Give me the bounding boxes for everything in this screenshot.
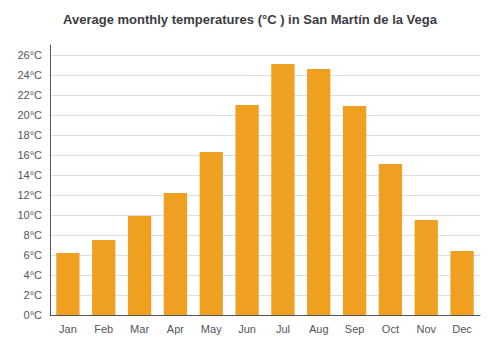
svg-text:20°C: 20°C [17, 109, 42, 121]
svg-text:May: May [201, 323, 222, 335]
svg-text:Aug: Aug [309, 323, 329, 335]
svg-text:10°C: 10°C [17, 209, 42, 221]
svg-text:8°C: 8°C [24, 229, 43, 241]
svg-text:26°C: 26°C [17, 49, 42, 61]
svg-text:0°C: 0°C [24, 309, 43, 321]
svg-text:Jul: Jul [276, 323, 290, 335]
svg-text:6°C: 6°C [24, 249, 43, 261]
svg-text:Feb: Feb [94, 323, 113, 335]
svg-text:Jan: Jan [59, 323, 77, 335]
svg-text:Dec: Dec [452, 323, 472, 335]
svg-text:Average monthly temperatures (: Average monthly temperatures (°C ) in Sa… [63, 12, 438, 27]
svg-text:16°C: 16°C [17, 149, 42, 161]
svg-text:12°C: 12°C [17, 189, 42, 201]
svg-text:Mar: Mar [130, 323, 149, 335]
svg-text:18°C: 18°C [17, 129, 42, 141]
svg-text:Apr: Apr [167, 323, 184, 335]
svg-text:Sep: Sep [345, 323, 365, 335]
svg-text:Oct: Oct [382, 323, 399, 335]
svg-text:Nov: Nov [416, 323, 436, 335]
svg-text:Jun: Jun [238, 323, 256, 335]
svg-text:4°C: 4°C [24, 269, 43, 281]
svg-text:24°C: 24°C [17, 69, 42, 81]
svg-text:2°C: 2°C [24, 289, 43, 301]
svg-text:22°C: 22°C [17, 89, 42, 101]
svg-text:14°C: 14°C [17, 169, 42, 181]
